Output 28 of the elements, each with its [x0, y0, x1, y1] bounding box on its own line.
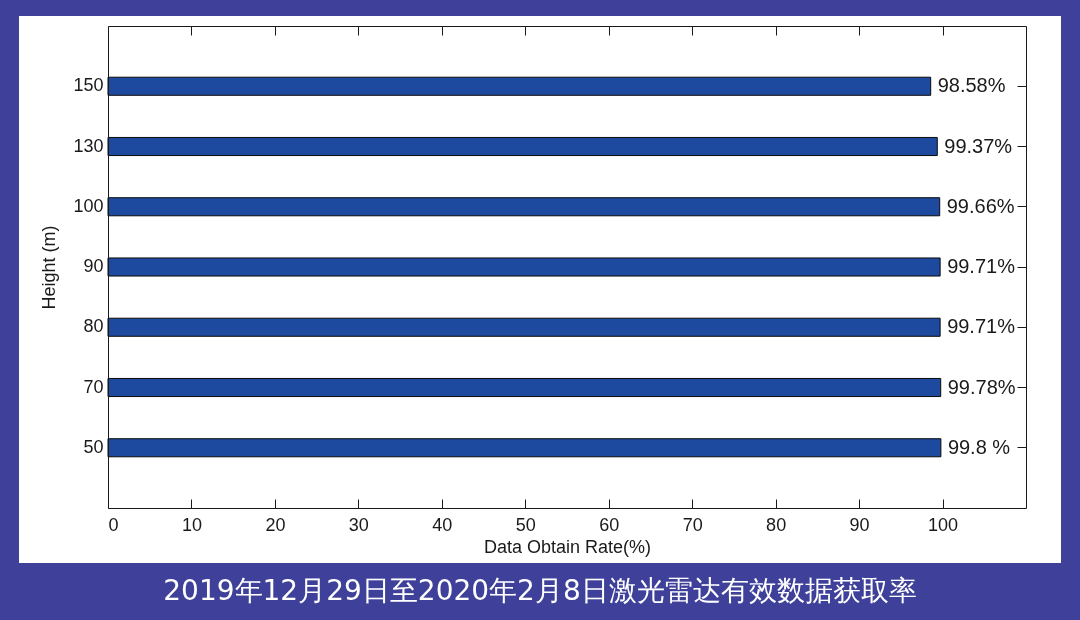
- y-tick-label: 100: [73, 195, 104, 216]
- x-tick-label: 20: [265, 514, 286, 535]
- x-tick-label: 30: [348, 514, 369, 535]
- x-axis-title: Data Obtain Rate(%): [483, 536, 652, 557]
- y-tick-label: 150: [73, 75, 104, 96]
- x-tick-label: 0: [108, 514, 119, 535]
- data-label: 99.8 %: [947, 435, 1011, 458]
- data-label: 99.71%: [947, 315, 1016, 338]
- x-tick-label: 60: [599, 514, 620, 535]
- data-label: 99.78%: [947, 375, 1016, 398]
- y-tick-label: 90: [83, 256, 104, 276]
- data-label: 99.71%: [947, 255, 1016, 277]
- data-label: 99.37%: [944, 134, 1013, 157]
- data-label: 98.58%: [937, 74, 1006, 97]
- y-tick-label: 80: [83, 316, 104, 337]
- x-tick-label: 10: [181, 514, 202, 535]
- x-tick-label: 90: [849, 514, 870, 535]
- text: 2019年12月29日至2020年2月8日激光雷达有效数据获取率: [163, 574, 917, 607]
- x-tick-label: 40: [432, 514, 453, 535]
- x-tick-label: 70: [682, 514, 703, 535]
- y-tick-label: 130: [73, 135, 104, 156]
- y-axis-title: Height (m): [39, 225, 60, 310]
- x-tick-label: 100: [928, 514, 959, 535]
- y-tick-label: 70: [83, 376, 104, 397]
- x-tick-label: 50: [515, 514, 536, 535]
- data-label: 99.66%: [946, 194, 1015, 217]
- y-tick-label: 50: [83, 436, 104, 457]
- x-tick-label: 80: [766, 514, 787, 535]
